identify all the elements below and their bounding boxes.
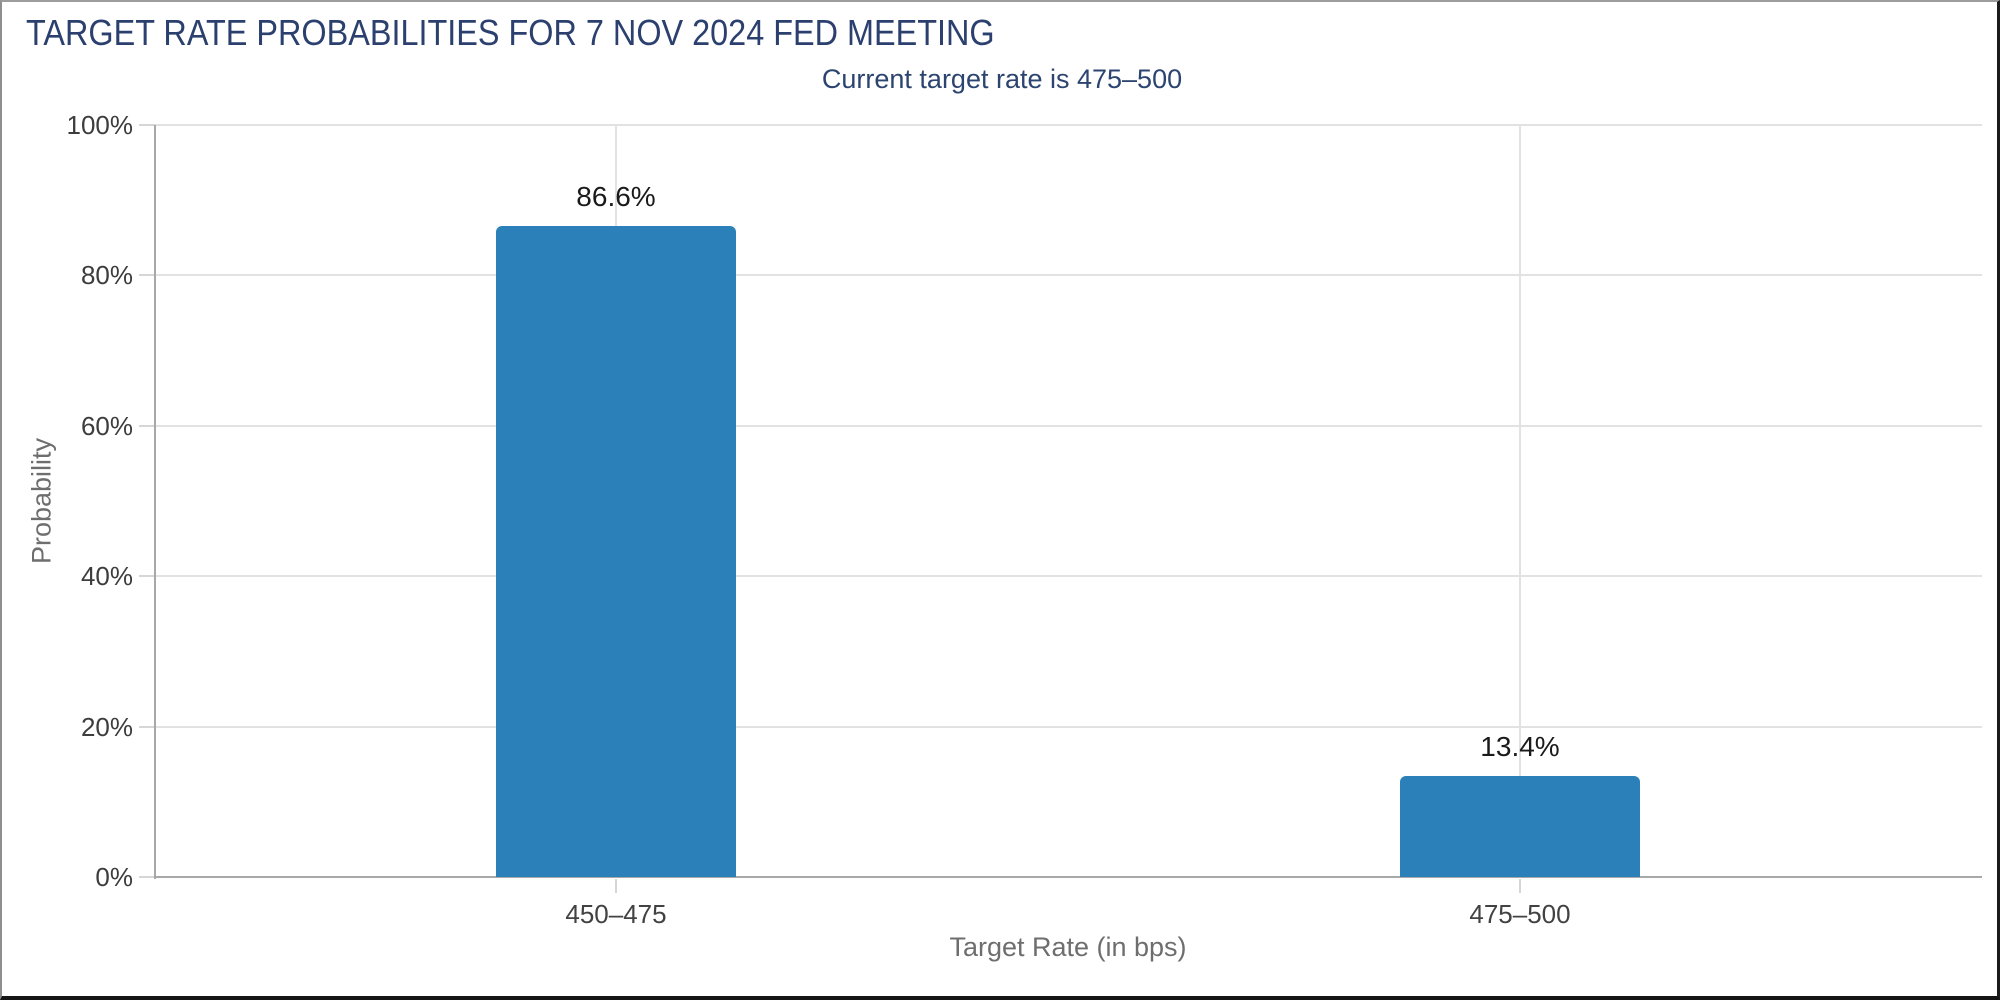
x-tick-label: 450–475 bbox=[565, 899, 667, 929]
bar-value-label: 86.6% bbox=[576, 181, 656, 212]
y-tick-label: 20% bbox=[80, 712, 133, 742]
y-tick-mark bbox=[139, 726, 155, 728]
x-axis-title: Target Rate (in bps) bbox=[949, 932, 1187, 962]
bar-value-label: 13.4% bbox=[1480, 731, 1560, 762]
x-tick-mark bbox=[615, 879, 617, 893]
chart-title: TARGET RATE PROBABILITIES FOR 7 NOV 2024… bbox=[26, 12, 995, 53]
y-axis-title: Probability bbox=[26, 437, 57, 565]
x-tick-label: 475–500 bbox=[1469, 899, 1571, 929]
y-tick-mark bbox=[139, 575, 155, 577]
category-gridline bbox=[1519, 125, 1521, 877]
y-tick-mark bbox=[139, 425, 155, 427]
y-tick-label: 40% bbox=[80, 561, 133, 591]
h-gridline bbox=[155, 726, 1982, 728]
x-tick-mark bbox=[1519, 879, 1521, 893]
y-tick-mark bbox=[139, 124, 155, 126]
bar-450-475 bbox=[496, 226, 736, 877]
y-tick-label: 60% bbox=[80, 411, 133, 441]
x-axis-line bbox=[155, 876, 1982, 878]
y-axis-line bbox=[154, 125, 156, 879]
h-gridline bbox=[155, 124, 1982, 126]
y-tick-mark bbox=[139, 876, 155, 878]
bar-475-500 bbox=[1400, 776, 1640, 877]
h-gridline bbox=[155, 575, 1982, 577]
y-tick-label: 0% bbox=[95, 862, 133, 892]
h-gridline bbox=[155, 274, 1982, 276]
y-tick-label: 100% bbox=[66, 110, 134, 140]
h-gridline bbox=[155, 425, 1982, 427]
y-tick-mark bbox=[139, 274, 155, 276]
y-tick-label: 80% bbox=[80, 260, 133, 290]
chart-subtitle: Current target rate is 475–500 bbox=[821, 64, 1183, 94]
